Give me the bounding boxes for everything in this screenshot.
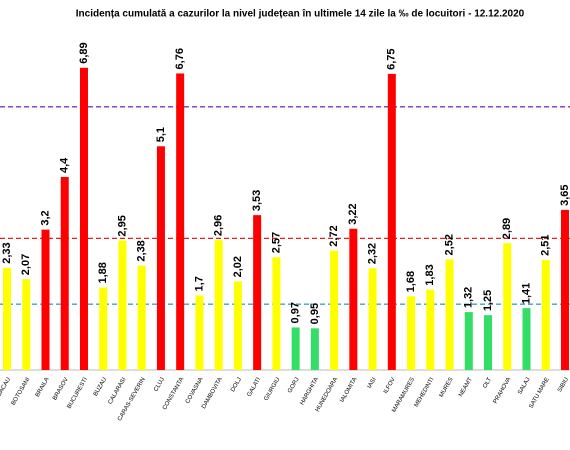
value-label: 1,7 <box>193 276 205 291</box>
bar <box>156 146 165 370</box>
value-label: 2,52 <box>443 234 455 255</box>
value-label: 6,75 <box>386 48 398 69</box>
x-tick-label: GORJ <box>287 377 301 394</box>
bar <box>368 268 377 370</box>
bar <box>214 240 223 370</box>
bar <box>253 215 262 370</box>
value-label: 2,72 <box>328 225 340 246</box>
x-tick-label: BACAU <box>0 377 12 398</box>
x-tick-label: IASI <box>367 377 378 390</box>
bar <box>195 295 204 370</box>
x-tick-label: BUCURESTI <box>67 377 90 410</box>
bar <box>137 265 146 370</box>
value-label: 3,65 <box>559 184 570 205</box>
value-label: 1,68 <box>405 271 417 292</box>
value-label: 2,89 <box>501 218 513 239</box>
bar <box>118 240 127 370</box>
bar <box>464 312 473 370</box>
value-label: 3,2 <box>39 210 51 225</box>
value-label: 1,83 <box>424 264 436 285</box>
value-label: 2,33 <box>1 242 13 263</box>
x-tick-label: SATU MARE <box>528 377 550 410</box>
value-label: 1,32 <box>463 287 475 308</box>
x-tick-label: BRAILA <box>35 377 51 398</box>
x-tick-label: MURES <box>439 377 455 399</box>
bar <box>79 67 88 370</box>
x-tick-label: HARGHITA <box>299 377 319 406</box>
value-label: 6,89 <box>78 42 90 63</box>
value-label: 2,32 <box>366 243 378 264</box>
bar <box>22 279 31 370</box>
bar <box>484 315 493 370</box>
bar <box>176 73 185 370</box>
x-tick-label: BRASOV <box>52 377 70 402</box>
value-label: 0,97 <box>290 302 302 323</box>
bar <box>387 73 396 371</box>
bar <box>407 296 416 370</box>
chart-title: Incidența cumulată a cazurilor la nivel … <box>76 9 525 20</box>
bar <box>522 308 531 370</box>
bar <box>272 257 281 370</box>
bar <box>503 243 512 370</box>
x-tick-label: CLUJ <box>153 377 166 393</box>
value-label: 2,51 <box>540 234 552 255</box>
value-label: 6,76 <box>174 48 186 69</box>
value-label: 2,96 <box>213 215 225 236</box>
value-label: 2,02 <box>232 256 244 277</box>
value-label: 2,95 <box>116 215 128 236</box>
x-tick-label: CALARASI <box>108 377 128 406</box>
x-tick-label: COVASNA <box>185 377 205 405</box>
x-tick-label: DOLJ <box>230 377 243 393</box>
value-label: 4,4 <box>59 157 71 173</box>
value-label: 2,07 <box>20 254 32 275</box>
x-tick-label: BUZAU <box>93 377 108 398</box>
bar <box>60 176 69 370</box>
value-label: 2,38 <box>136 240 148 261</box>
bar <box>330 250 339 370</box>
value-label: 5,1 <box>155 127 167 142</box>
bar <box>426 289 435 370</box>
x-tick-label: SIBIU <box>557 377 570 394</box>
value-label: 1,88 <box>97 262 109 283</box>
value-label: 3,22 <box>347 203 359 224</box>
bar <box>233 281 242 370</box>
x-tick-label: IALOMITA <box>339 377 358 404</box>
value-label: 0,95 <box>309 303 321 324</box>
value-label: 2,57 <box>270 232 282 253</box>
bar <box>560 209 569 370</box>
bar <box>41 229 50 370</box>
x-tick-label: NEAMT <box>458 376 474 397</box>
value-label: 1,41 <box>520 283 532 304</box>
bar <box>349 228 358 370</box>
x-tick-label: GALATI <box>247 377 263 398</box>
bar <box>99 287 108 370</box>
x-tick-label: OLT <box>482 377 493 390</box>
x-tick-label: ILFOV <box>383 377 397 395</box>
bar <box>445 259 454 370</box>
x-tick-label: DAMBOVITA <box>201 377 224 410</box>
x-tick-label: GIURGIU <box>263 377 281 402</box>
x-tick-label: CONSTANTA <box>162 377 185 411</box>
bar <box>291 327 300 370</box>
value-label: 3,53 <box>251 190 263 211</box>
x-tick-label: SALAJ <box>517 377 531 396</box>
bar <box>3 267 12 370</box>
value-label: 1,25 <box>482 290 494 311</box>
x-tick-label: BOTOSANI <box>11 377 32 407</box>
x-tick-label: PRAHOVA <box>493 377 513 405</box>
x-tick-label: MEHEDINTI <box>414 377 436 409</box>
bar <box>310 328 319 370</box>
bar <box>541 259 550 370</box>
